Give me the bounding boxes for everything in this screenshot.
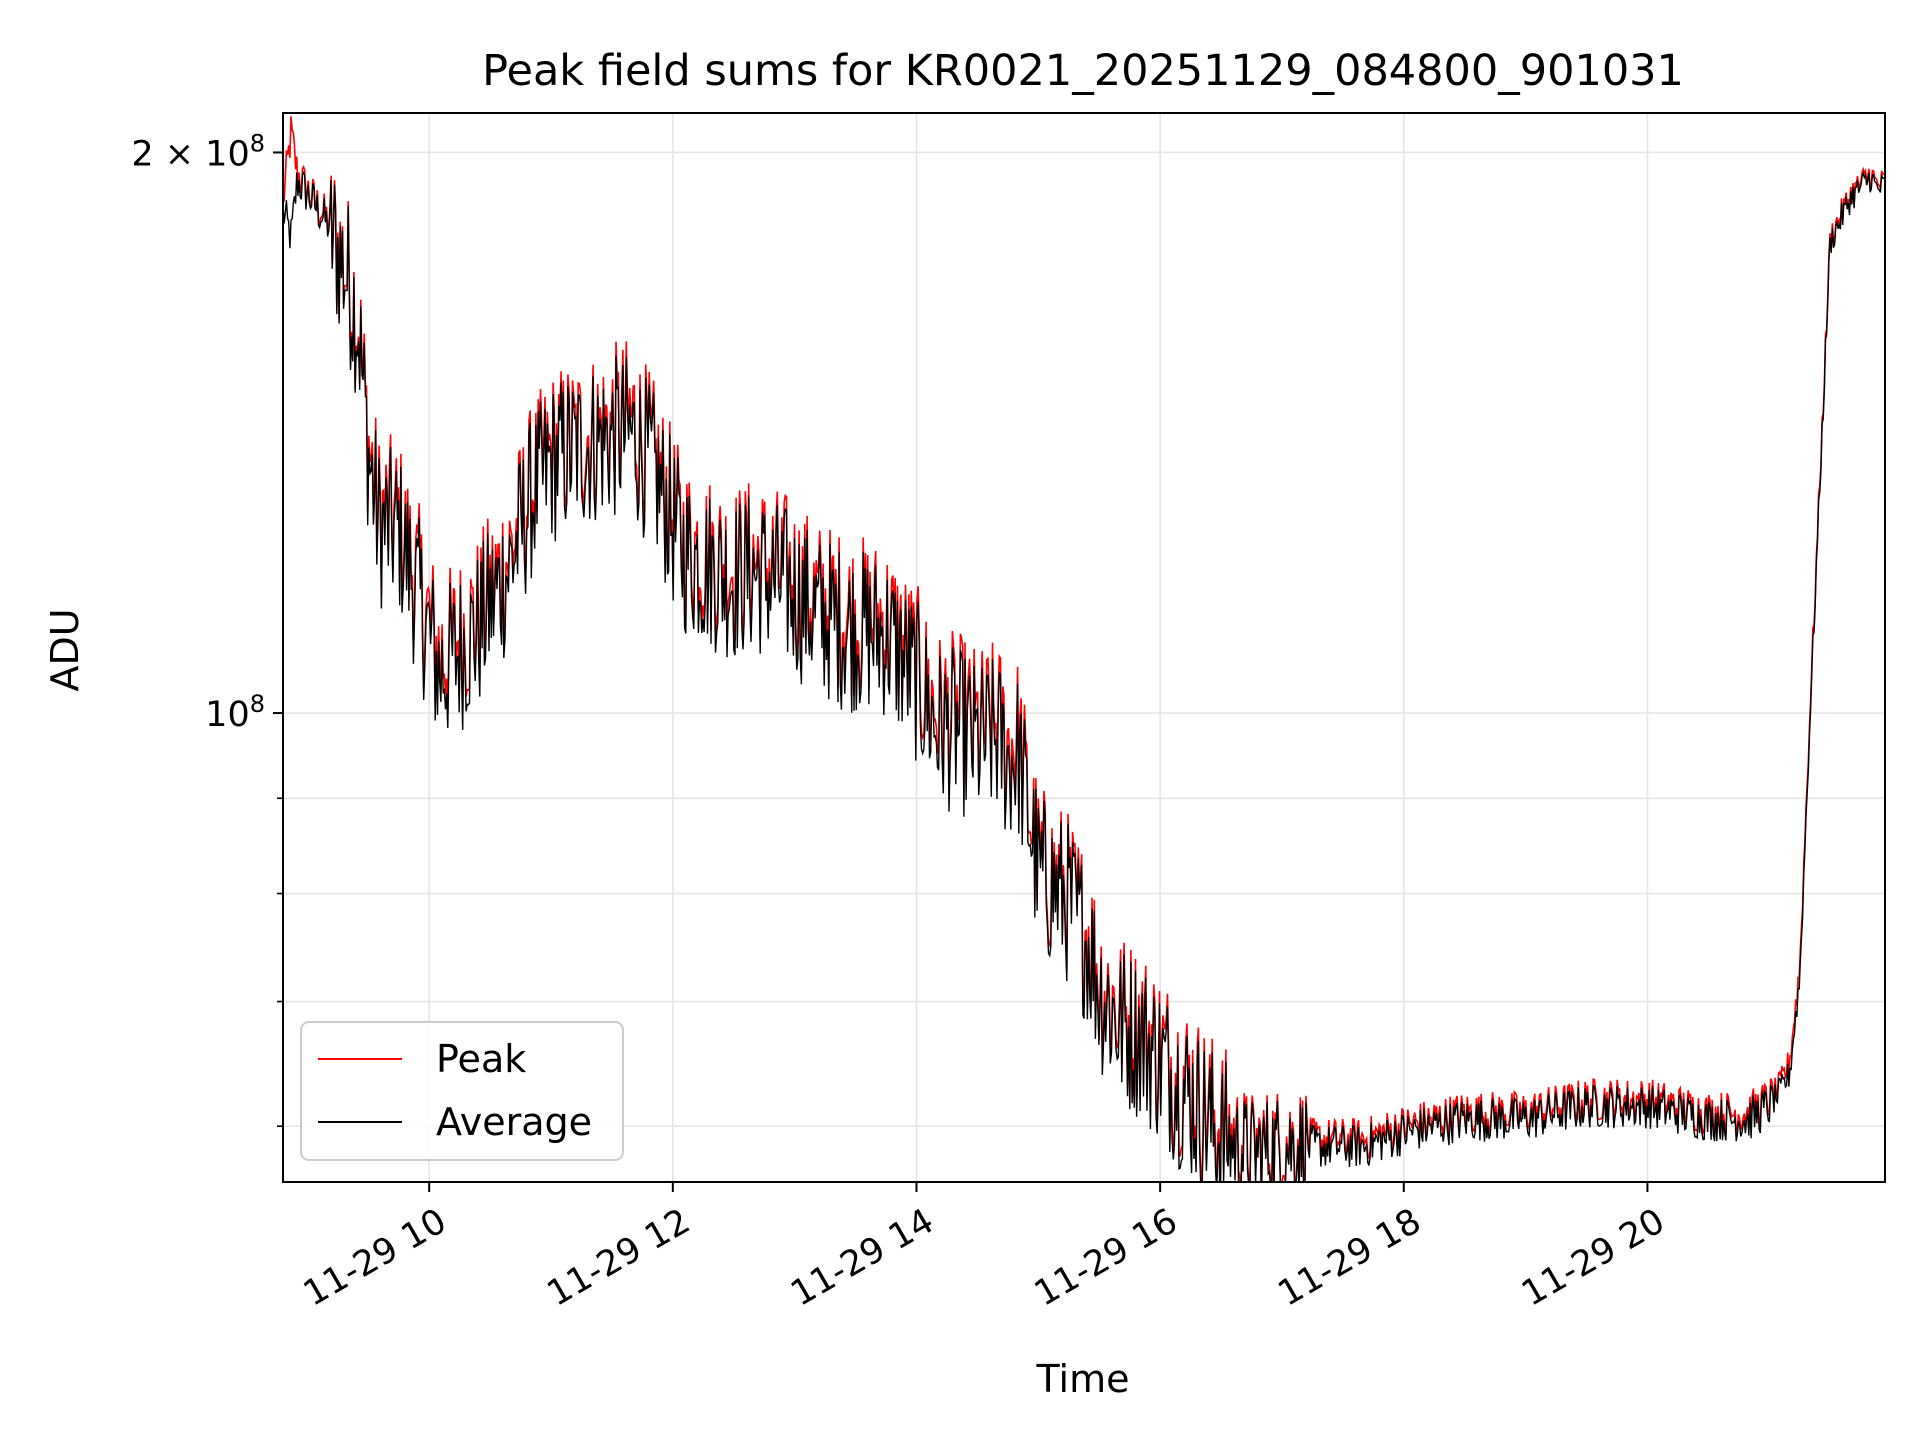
- y-tick-label-base: 2 × 10: [131, 134, 249, 174]
- y-tick-label-exponent: 8: [250, 129, 265, 157]
- y-tick-label: 108: [205, 690, 265, 735]
- chart-title: Peak field sums for KR0021_20251129_0848…: [482, 46, 1684, 96]
- legend-average-label: Average: [436, 1100, 592, 1144]
- x-axis-label: Time: [1036, 1357, 1130, 1401]
- plot-frame: [282, 112, 1886, 1183]
- legend-peak-label: Peak: [436, 1037, 526, 1081]
- legend-box: [300, 1021, 624, 1161]
- legend: Peak Average: [300, 1021, 624, 1161]
- y-axis-label: ADU: [43, 608, 87, 691]
- y-tick-label-base: 10: [205, 695, 250, 735]
- y-tick-label-exponent: 8: [250, 690, 265, 718]
- series-line-average: [283, 170, 1885, 1182]
- y-tick-label: 2 × 108: [131, 129, 265, 174]
- series-layer: [283, 116, 1885, 1182]
